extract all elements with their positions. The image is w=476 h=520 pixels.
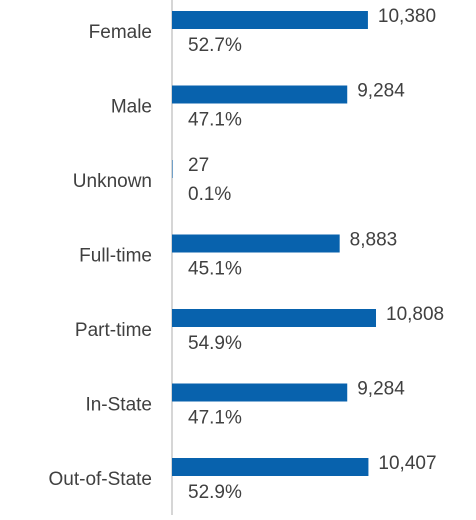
share-label: 52.7% [188, 35, 242, 56]
value-label: 9,284 [357, 81, 405, 102]
value-label: 9,284 [357, 379, 405, 400]
share-label: 45.1% [188, 259, 242, 280]
category-label: Out-of-State [49, 469, 153, 490]
category-label: Female [89, 22, 152, 43]
bar [172, 160, 173, 178]
value-label: 10,380 [378, 6, 436, 27]
value-label: 8,883 [350, 230, 398, 251]
bar [172, 383, 348, 402]
share-label: 0.1% [188, 184, 231, 205]
value-label: 10,808 [386, 304, 444, 325]
share-label: 54.9% [188, 333, 242, 354]
bar [172, 11, 368, 29]
category-label: Unknown [73, 171, 152, 192]
share-label: 52.9% [188, 482, 242, 503]
bar [172, 309, 377, 327]
value-label: 10,407 [378, 453, 436, 474]
category-label: Male [111, 97, 152, 118]
bar [172, 234, 340, 253]
category-label: Part-time [75, 320, 152, 341]
bar [172, 458, 369, 476]
category-label: In-State [85, 395, 152, 416]
share-label: 47.1% [188, 110, 242, 131]
bar [172, 85, 348, 104]
share-label: 47.1% [188, 408, 242, 429]
value-label: 27 [188, 155, 209, 176]
category-label: Full-time [79, 246, 152, 267]
